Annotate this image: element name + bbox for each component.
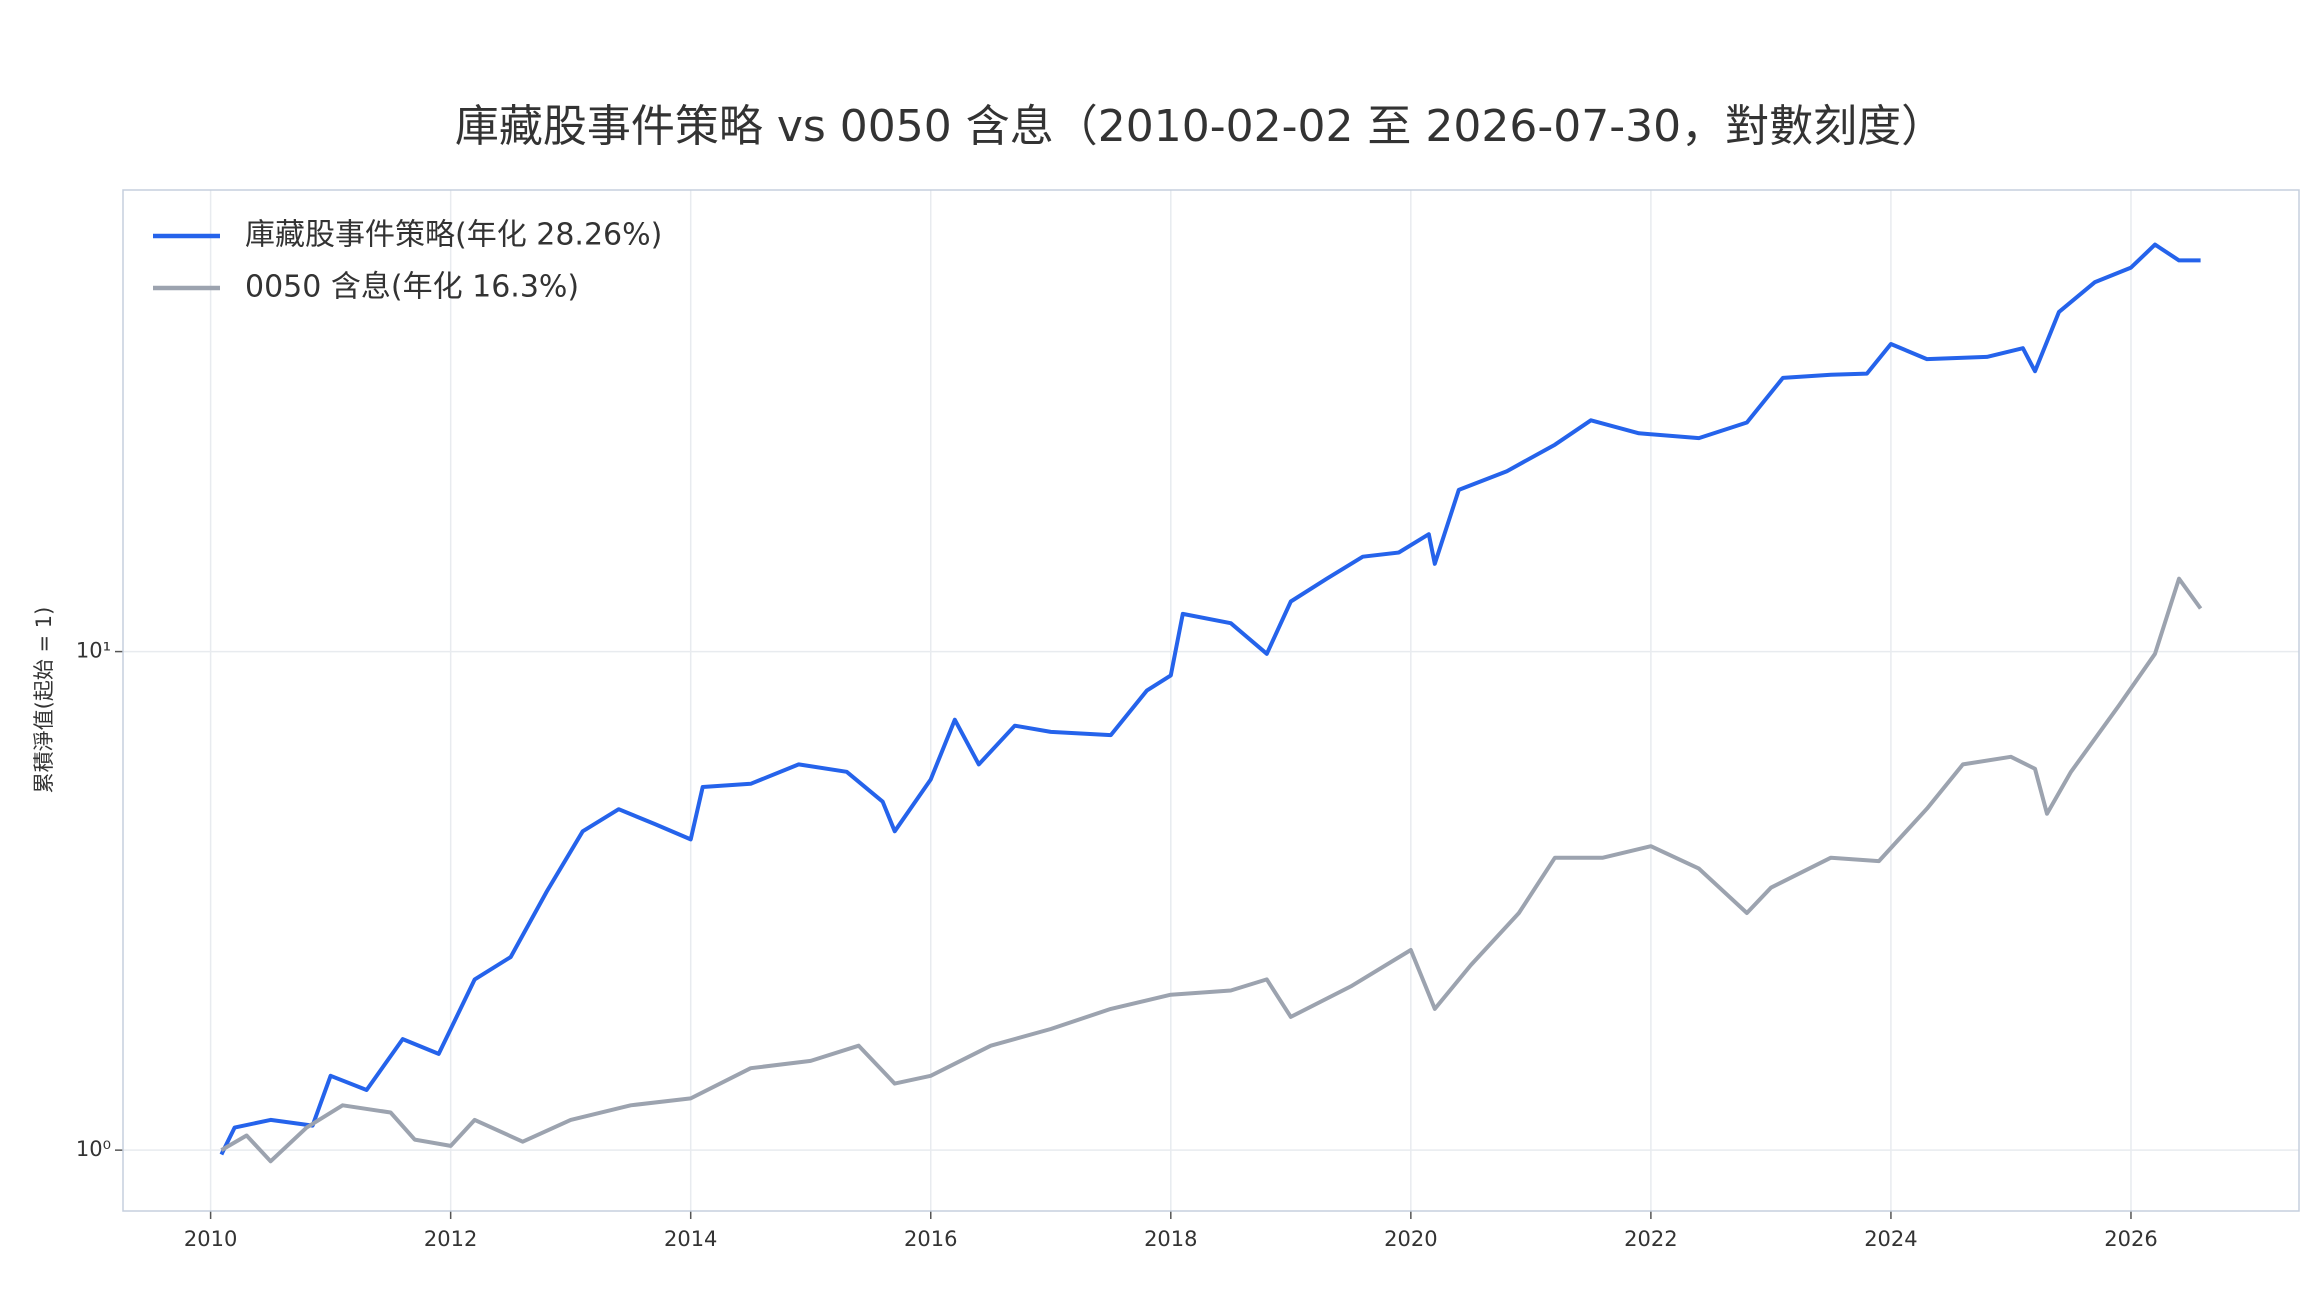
legend-label: 庫藏股事件策略(年化 28.26%) xyxy=(245,218,662,253)
x-tick-label: 2024 xyxy=(1864,1227,1917,1251)
x-tick-label: 2012 xyxy=(424,1227,477,1251)
y-axis-label: 累積淨值(起始 = 1) xyxy=(32,607,56,794)
plot-frame xyxy=(122,189,2300,1212)
x-tick-label: 2010 xyxy=(184,1227,237,1251)
chart-title: 庫藏股事件策略 vs 0050 含息（2010-02-02 至 2026-07-… xyxy=(455,101,1945,152)
y-tick-label: 10¹ xyxy=(76,639,111,663)
legend-label: 0050 含息(年化 16.3%) xyxy=(245,270,579,305)
y-tick-label: 10⁰ xyxy=(76,1137,111,1161)
x-tick-label: 2020 xyxy=(1384,1227,1437,1251)
x-tick-label: 2022 xyxy=(1624,1227,1677,1251)
line xyxy=(220,576,2203,1164)
line xyxy=(219,242,2201,1156)
x-tick-label: 2026 xyxy=(2104,1227,2157,1251)
x-tick-label: 2018 xyxy=(1144,1227,1197,1251)
x-tick-label: 2016 xyxy=(904,1227,957,1251)
x-tick-label: 2014 xyxy=(664,1227,717,1251)
